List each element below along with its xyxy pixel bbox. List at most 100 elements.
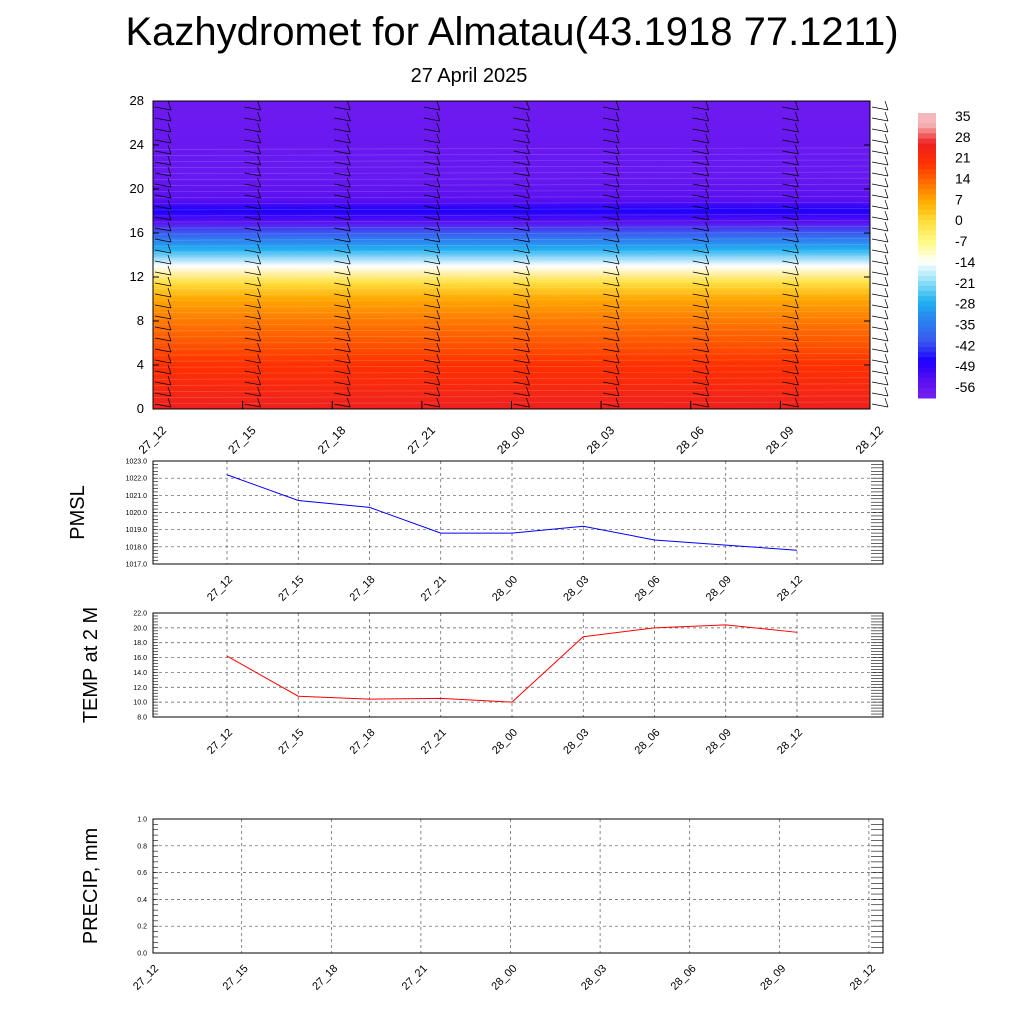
wind-barb — [692, 166, 710, 177]
wind-barb-flag — [436, 331, 441, 342]
wind-barb — [423, 243, 441, 254]
wind-barb-flag — [346, 342, 351, 353]
contour-line — [152, 383, 871, 386]
wind-barb-flag — [795, 287, 799, 298]
wind-barb-shaft — [334, 326, 351, 331]
wind-barb — [334, 298, 351, 309]
wind-barb — [782, 298, 799, 309]
wind-barb-flag — [705, 100, 710, 111]
wind-barb-shaft — [334, 370, 351, 375]
wind-barb — [692, 320, 710, 331]
wind-barb-shaft — [603, 381, 620, 386]
wind-barb-shaft — [692, 205, 709, 210]
wind-barb — [603, 265, 620, 276]
wind-barb-flag — [526, 210, 530, 221]
wind-barb — [692, 144, 710, 155]
wind-barb — [244, 298, 261, 309]
y-tick-label: 0.8 — [137, 843, 147, 850]
wind-barb-flag — [526, 232, 530, 243]
wind-barb-shaft — [154, 238, 172, 243]
wind-barb-shaft — [871, 216, 889, 221]
wind-barb-shaft — [871, 370, 889, 375]
wind-barb-flag — [884, 320, 889, 331]
wind-barb-flag — [436, 243, 441, 254]
line-panel-3: 0.0 0.2 0.4 0.6 0.8 1.0 27_12 27_15 27_18 27_21 28… — [80, 817, 884, 993]
wind-barb-flag — [615, 221, 620, 232]
wind-barb-shaft — [603, 128, 620, 133]
wind-barb — [513, 122, 530, 133]
wind-barb — [692, 221, 710, 232]
wind-barb — [871, 144, 889, 155]
wind-barb-flag — [167, 331, 172, 342]
wind-barb-shaft — [692, 293, 709, 298]
wind-barb — [692, 232, 710, 243]
wind-barb-flag — [615, 243, 620, 254]
wind-barb — [871, 111, 889, 122]
wind-barb-flag — [346, 353, 351, 364]
wind-barb — [423, 397, 441, 408]
wind-barb-shaft — [871, 106, 889, 111]
wind-barb-flag — [705, 331, 710, 342]
wind-barb — [782, 232, 799, 243]
heatmap-y-tick-label: 20 — [130, 181, 144, 196]
wind-barb-shaft — [603, 304, 620, 309]
wind-barb — [692, 133, 710, 144]
wind-barb-shaft — [871, 392, 889, 397]
wind-barb-shaft — [423, 293, 440, 298]
wind-barb-flag — [705, 342, 710, 353]
wind-barb — [603, 276, 620, 287]
wind-barb-flag — [526, 144, 530, 155]
wind-barb — [244, 375, 261, 386]
colorbar-band — [918, 260, 936, 267]
wind-barb-shaft — [244, 337, 261, 342]
wind-barb — [334, 243, 351, 254]
wind-barb-shaft — [782, 128, 799, 133]
contour-line — [152, 159, 871, 162]
heatmap-y-tick-label: 4 — [137, 357, 144, 372]
wind-barb — [513, 342, 530, 353]
wind-barb-shaft — [334, 315, 351, 320]
colorbar-band — [918, 352, 936, 358]
wind-barb-shaft — [782, 205, 799, 210]
wind-barb-flag — [346, 276, 351, 287]
contour-line — [152, 202, 871, 205]
contour-line — [152, 298, 871, 301]
wind-barb-shaft — [692, 359, 709, 364]
wind-barb-flag — [436, 144, 441, 155]
x-tick-label: 28_00 — [490, 574, 520, 604]
wind-barb-flag — [884, 122, 889, 133]
wind-barb — [603, 144, 620, 155]
wind-barb — [244, 144, 261, 155]
wind-barb-flag — [615, 144, 620, 155]
wind-barb-shaft — [871, 359, 889, 364]
wind-barb — [334, 265, 351, 276]
wind-barb-flag — [346, 166, 351, 177]
wind-barb-shaft — [513, 183, 530, 188]
x-tick-label: 28_12 — [848, 963, 878, 993]
wind-barb-flag — [257, 287, 261, 298]
wind-barb-shaft — [871, 381, 889, 386]
wind-barb-flag — [795, 364, 799, 375]
wind-barb-shaft — [692, 161, 709, 166]
wind-barb-flag — [795, 188, 799, 199]
wind-barb — [603, 364, 620, 375]
wind-barb-shaft — [154, 227, 172, 232]
wind-barb — [603, 298, 620, 309]
wind-barb-flag — [795, 353, 799, 364]
wind-barb — [692, 287, 710, 298]
wind-barb — [154, 397, 172, 408]
wind-barb-flag — [346, 122, 351, 133]
wind-barb-flag — [346, 111, 351, 122]
wind-barb-flag — [615, 320, 620, 331]
wind-barb-flag — [436, 177, 441, 188]
wind-barb-flag — [884, 364, 889, 375]
wind-barb — [334, 111, 351, 122]
wind-barb-shaft — [692, 216, 709, 221]
y-tick-label: 0.4 — [137, 897, 147, 904]
wind-barb-shaft — [334, 205, 351, 210]
wind-barb-flag — [436, 232, 441, 243]
wind-barb-flag — [705, 265, 710, 276]
wind-barb-flag — [167, 254, 172, 265]
wind-barb-shaft — [244, 172, 261, 177]
